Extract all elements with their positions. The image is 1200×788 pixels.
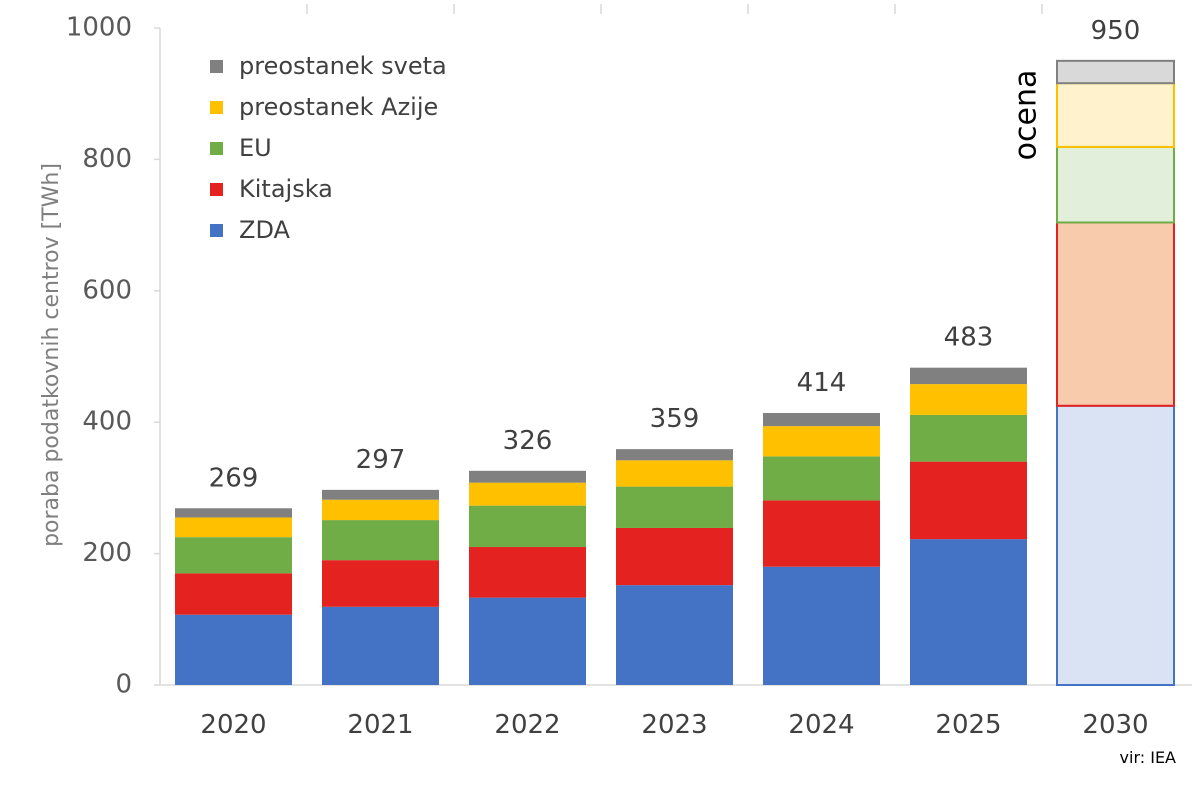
bar-segment-preostanek-sveta — [1056, 59, 1175, 85]
x-tick-label: 2020 — [200, 710, 266, 740]
x-tick-label: 2024 — [788, 710, 854, 740]
x-tick-label: 2022 — [494, 710, 560, 740]
source-note: vir: IEA — [1120, 748, 1177, 767]
bar-segment-kitajska — [763, 500, 880, 567]
bar-segment-eu — [763, 456, 880, 501]
bar-segment-kitajska — [322, 560, 439, 607]
x-tick-label: 2030 — [1082, 710, 1148, 740]
legend-label: preostanek sveta — [239, 52, 447, 80]
bar-segment-zda — [175, 614, 292, 685]
bar-segment-preostanek-azije — [910, 384, 1027, 415]
total-label: 269 — [209, 463, 259, 493]
bar-segment-kitajska — [469, 547, 586, 598]
bar-segment-kitajska — [175, 573, 292, 615]
bar-segment-zda — [322, 606, 439, 685]
bar-segment-preostanek-azije — [763, 426, 880, 457]
legend-label: ZDA — [239, 216, 291, 244]
bar-segment-eu — [616, 486, 733, 528]
bar-segment-kitajska — [616, 527, 733, 586]
y-tick-label: 600 — [82, 275, 132, 305]
total-label: 483 — [944, 323, 994, 353]
legend-swatch — [210, 142, 223, 155]
bar-segment-preostanek-sveta — [910, 367, 1027, 385]
bar-segment-zda — [1056, 404, 1175, 686]
bar-segment-preostanek-sveta — [322, 489, 439, 500]
bar-segment-preostanek-azije — [616, 460, 733, 487]
bar-segment-preostanek-sveta — [469, 470, 586, 483]
bar-segment-eu — [1056, 145, 1175, 224]
bar-segment-preostanek-sveta — [175, 508, 292, 518]
bar-segment-preostanek-azije — [1056, 82, 1175, 148]
legend-swatch — [210, 224, 223, 237]
bar-segment-eu — [910, 414, 1027, 462]
total-label: 950 — [1091, 16, 1141, 46]
y-tick-label: 1000 — [66, 13, 132, 43]
bars — [175, 59, 1175, 686]
labels: 269 2020 297 2021 326 2022 359 2023 414 2024 483 20… — [200, 16, 1148, 740]
bar-segment-preostanek-sveta — [616, 449, 733, 461]
y-tick-label: 800 — [82, 144, 132, 174]
legend-swatch — [210, 101, 223, 114]
bar-segment-zda — [469, 597, 586, 685]
bar-segment-zda — [910, 539, 1027, 685]
legend-label: Kitajska — [239, 175, 333, 203]
bar-segment-preostanek-azije — [469, 482, 586, 506]
bar-segment-kitajska — [910, 461, 1027, 540]
x-tick-label: 2023 — [641, 710, 707, 740]
total-label: 297 — [356, 445, 406, 475]
estimate-label: ocena — [1009, 70, 1044, 161]
y-tick-label: 200 — [82, 538, 132, 568]
bar-segment-preostanek-azije — [175, 517, 292, 538]
x-tick-label: 2021 — [347, 710, 413, 740]
bar-segment-zda — [616, 585, 733, 685]
bar-segment-preostanek-azije — [322, 499, 439, 521]
bar-segment-preostanek-sveta — [763, 413, 880, 427]
legend-swatch — [210, 60, 223, 73]
total-label: 326 — [503, 426, 553, 456]
bar-segment-eu — [469, 505, 586, 548]
bar-segment-eu — [175, 537, 292, 574]
y-tick-label: 400 — [82, 407, 132, 437]
bar-segment-zda — [763, 566, 880, 685]
y-axis-label: poraba podatkovnih centrov [TWh] — [39, 163, 64, 547]
y-tick-label: 0 — [115, 670, 132, 700]
bar-segment-eu — [322, 520, 439, 561]
total-label: 414 — [797, 368, 847, 398]
total-label: 359 — [650, 404, 700, 434]
x-tick-label: 2025 — [935, 710, 1001, 740]
bar-segment-kitajska — [1056, 221, 1175, 407]
legend-label: EU — [239, 134, 272, 162]
legend-swatch — [210, 183, 223, 196]
legend: preostanek sveta preostanek Azije EU Kitajs… — [210, 52, 447, 244]
legend-label: preostanek Azije — [239, 93, 438, 121]
